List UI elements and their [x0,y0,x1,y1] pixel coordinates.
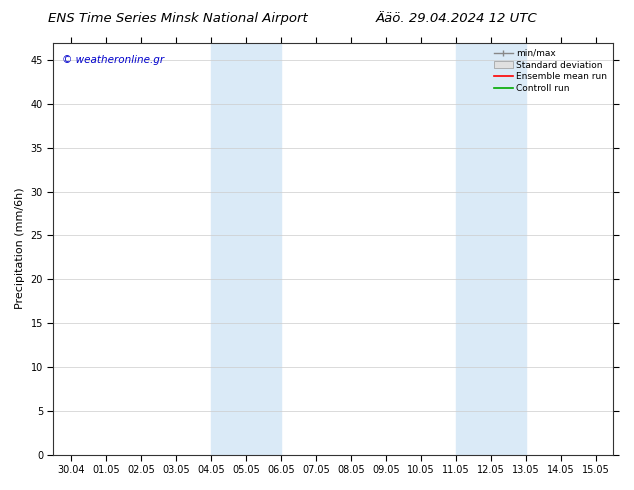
Text: © weatheronline.gr: © weatheronline.gr [62,55,164,65]
Y-axis label: Precipitation (mm/6h): Precipitation (mm/6h) [15,188,25,309]
Text: ENS Time Series Minsk National Airport: ENS Time Series Minsk National Airport [48,12,307,25]
Legend: min/max, Standard deviation, Ensemble mean run, Controll run: min/max, Standard deviation, Ensemble me… [491,45,611,97]
Bar [456,43,526,455]
Text: Ääö. 29.04.2024 12 UTC: Ääö. 29.04.2024 12 UTC [375,12,538,25]
Bar [211,43,281,455]
